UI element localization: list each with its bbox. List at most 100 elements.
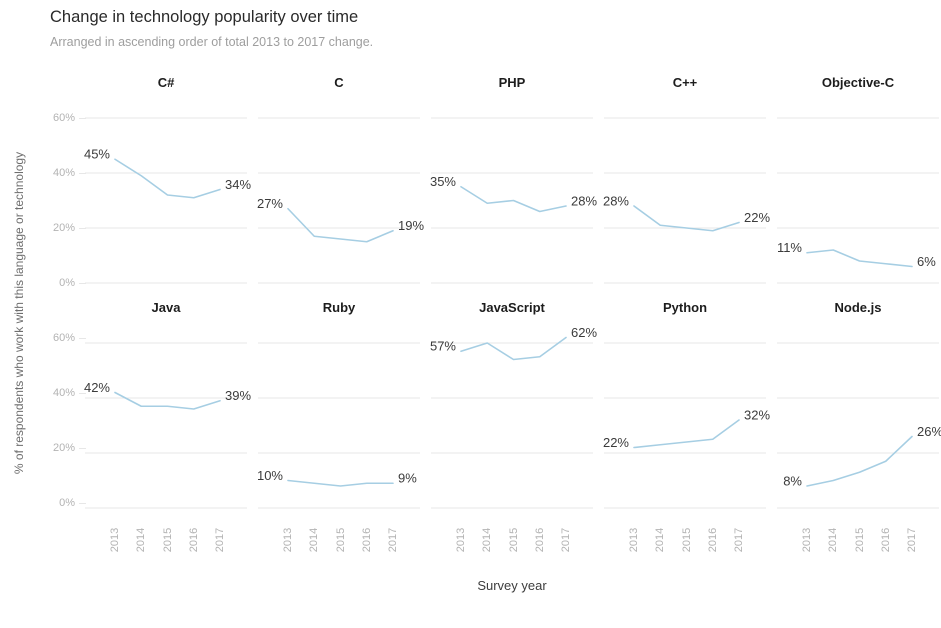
panel-javascript: JavaScript 57% 62% xyxy=(430,295,597,520)
y-tick-mark xyxy=(79,117,86,119)
panel-c: C 27% 19% xyxy=(257,70,424,295)
x-axis-ticks: 2013 2014 2015 2016 2017 xyxy=(85,520,247,575)
x-axis-ticks: 2013 2014 2015 2016 2017 xyxy=(604,520,766,575)
x-axis-ticks: 2013 2014 2015 2016 2017 xyxy=(777,520,939,575)
y-tick-label: 40% xyxy=(52,387,75,399)
panel-title: Ruby xyxy=(322,300,356,315)
x-tick-label: 2013 xyxy=(282,527,294,553)
first-value-label: 42% xyxy=(84,380,110,395)
last-value-label: 34% xyxy=(225,177,251,192)
panel-c-: C# 45% 34% xyxy=(84,70,251,295)
last-value-label: 39% xyxy=(225,388,251,403)
chart-subtitle: Arranged in ascending order of total 201… xyxy=(50,35,374,49)
panel-title: Java xyxy=(151,300,181,315)
x-tick-label: 2014 xyxy=(135,527,148,553)
x-tick-label: 2013 xyxy=(801,527,813,553)
y-tick-label: 20% xyxy=(52,442,75,454)
last-value-label: 22% xyxy=(744,210,770,225)
y-tick: 20% xyxy=(0,442,86,454)
panel-title: Node.js xyxy=(834,300,882,315)
panel-chart: 11% 6% xyxy=(777,117,939,284)
trend-line xyxy=(114,158,221,199)
x-tick-label: 2015 xyxy=(161,527,174,553)
panel-ruby: Ruby 10% 9% xyxy=(257,295,420,520)
y-tick-label: 60% xyxy=(52,112,75,124)
y-tick-label: 60% xyxy=(52,332,75,344)
panel-c-: C++ 28% 22% xyxy=(603,70,770,295)
x-tick-label: 2017 xyxy=(733,527,745,553)
trend-line xyxy=(633,205,740,232)
first-value-label: 8% xyxy=(783,473,802,488)
x-axis-ticks: 2013 2014 2015 2016 2017 xyxy=(431,520,593,575)
first-value-label: 28% xyxy=(603,193,629,208)
x-tick-label: 2016 xyxy=(360,527,373,553)
y-tick-label: 40% xyxy=(52,167,75,179)
x-tick-label: 2015 xyxy=(507,527,520,553)
x-tick-label: 2015 xyxy=(853,527,866,553)
panel-python: Python 22% 32% xyxy=(603,295,770,520)
y-tick-label: 0% xyxy=(59,277,75,289)
trend-line xyxy=(460,185,567,213)
x-tick-label: 2017 xyxy=(906,527,918,553)
panel-chart: 45% 34% xyxy=(84,117,251,284)
panel-chart: 27% 19% xyxy=(257,117,424,284)
y-tick: 40% xyxy=(0,167,86,179)
y-tick: 40% xyxy=(0,387,86,399)
x-tick-label: 2016 xyxy=(706,527,719,553)
panel-php: PHP 35% 28% xyxy=(430,70,597,295)
first-value-label: 57% xyxy=(430,339,456,354)
panel-chart: 22% 32% xyxy=(603,342,770,509)
y-tick-mark xyxy=(79,282,86,284)
panel-java: Java 42% 39% xyxy=(84,295,251,520)
trend-line xyxy=(287,479,394,487)
panels-grid: C# 45% 34% C 27% 19% PHP 35% 28% C++ 28% 22% Objecti… xyxy=(84,70,941,575)
first-value-label: 11% xyxy=(777,240,802,255)
x-tick-label: 2013 xyxy=(109,527,121,553)
y-tick-mark xyxy=(79,392,86,394)
panel-title: Python xyxy=(662,300,708,315)
panel-title: C# xyxy=(157,75,175,90)
x-tick-label: 2017 xyxy=(387,527,399,553)
first-value-label: 35% xyxy=(430,174,456,189)
y-tick-label: 0% xyxy=(59,497,75,509)
y-tick-mark xyxy=(79,337,86,339)
panel-objective-c: Objective-C 11% 6% xyxy=(777,70,939,295)
panel-chart: 42% 39% xyxy=(84,342,251,509)
y-tick-label: 20% xyxy=(52,222,75,234)
panel-chart: 57% 62% xyxy=(430,325,597,509)
x-tick-label: 2016 xyxy=(533,527,546,553)
trend-line xyxy=(114,391,221,410)
x-tick-label: 2015 xyxy=(680,527,693,553)
last-value-label: 9% xyxy=(398,471,417,486)
last-value-label: 6% xyxy=(917,254,936,269)
x-tick-label: 2016 xyxy=(187,527,200,553)
panel-title: Objective-C xyxy=(821,75,895,90)
y-tick-mark xyxy=(79,502,86,504)
x-tick-label: 2017 xyxy=(560,527,572,553)
panel-chart: 28% 22% xyxy=(603,117,770,284)
panel-chart: 35% 28% xyxy=(430,117,597,284)
y-tick: 20% xyxy=(0,222,86,234)
last-value-label: 28% xyxy=(571,193,597,208)
y-tick: 0% xyxy=(0,277,86,289)
y-tick: 60% xyxy=(0,112,86,124)
panel-title: PHP xyxy=(498,75,526,90)
x-tick-label: 2014 xyxy=(308,527,321,553)
panel-chart: 8% 26% xyxy=(777,342,941,509)
trend-line xyxy=(460,336,567,361)
x-tick-label: 2014 xyxy=(481,527,494,553)
x-tick-label: 2014 xyxy=(654,527,667,553)
x-tick-label: 2014 xyxy=(827,527,840,553)
panel-title: JavaScript xyxy=(479,300,545,315)
trend-line xyxy=(806,249,913,268)
trend-line xyxy=(633,419,740,449)
x-axis-ticks: 2013 2014 2015 2016 2017 xyxy=(258,520,420,575)
chart-title: Change in technology popularity over tim… xyxy=(50,8,359,26)
y-tick: 60% xyxy=(0,332,86,344)
x-tick-label: 2015 xyxy=(334,527,347,553)
last-value-label: 32% xyxy=(744,407,770,422)
y-tick-mark xyxy=(79,227,86,229)
last-value-label: 19% xyxy=(398,218,424,233)
first-value-label: 45% xyxy=(84,147,110,162)
